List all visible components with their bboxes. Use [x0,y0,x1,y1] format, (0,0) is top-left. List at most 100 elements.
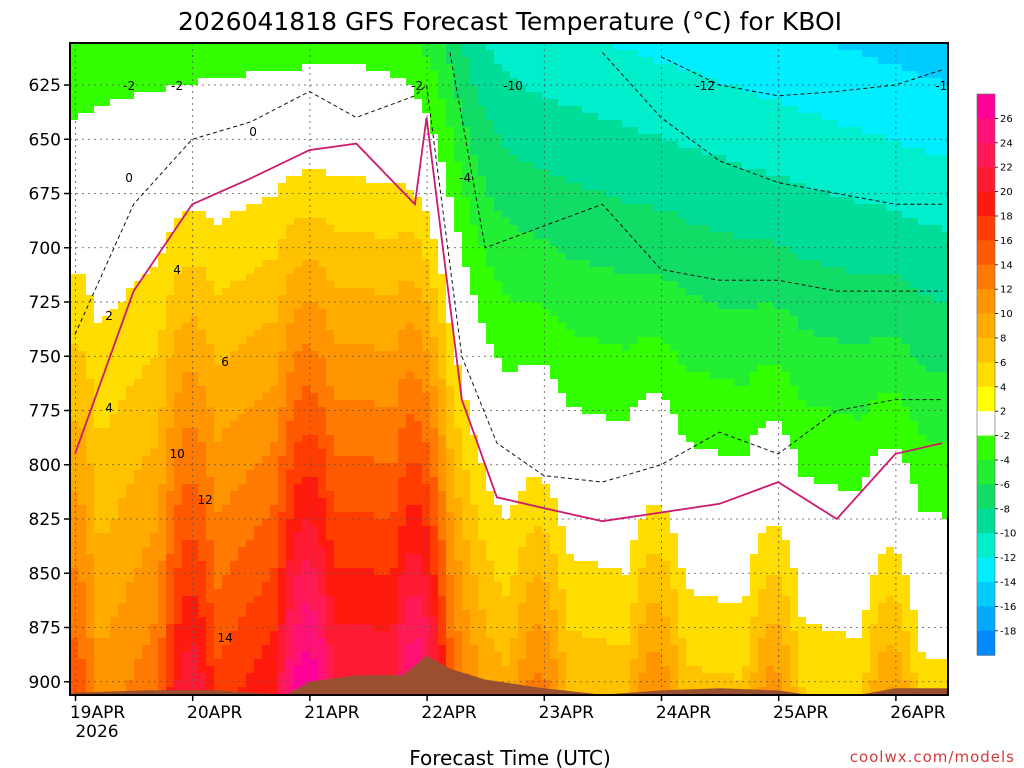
field-cell [382,113,391,121]
field-cell [478,281,487,289]
field-cell [334,57,343,65]
field-cell [270,176,279,184]
field-cell [294,400,303,408]
field-cell [286,442,295,450]
field-cell [422,575,431,583]
field-cell [486,393,495,401]
field-cell [302,274,311,282]
field-cell [350,183,359,191]
field-cell [486,295,495,303]
field-cell [134,225,143,233]
field-cell [70,498,79,506]
field-cell [102,484,111,492]
field-cell [134,631,143,639]
field-cell [150,85,159,93]
field-cell [430,211,439,219]
field-cell [446,211,455,219]
field-cell [358,610,367,618]
field-cell [486,43,495,51]
field-cell [470,323,479,331]
field-cell [398,547,407,555]
field-cell [214,197,223,205]
field-cell [310,379,319,387]
field-cell [286,610,295,618]
field-cell [270,386,279,394]
field-cell [150,64,159,72]
field-cell [350,211,359,219]
field-cell [398,316,407,324]
field-cell [414,246,423,254]
field-cell [238,575,247,583]
field-cell [78,456,87,464]
field-cell [310,666,319,674]
field-cell [358,652,367,660]
field-cell [182,57,191,65]
field-cell [286,92,295,100]
field-cell [214,477,223,485]
field-cell [118,456,127,464]
field-cell [158,141,167,149]
field-cell [182,645,191,653]
field-cell [238,561,247,569]
field-cell [262,141,271,149]
field-cell [374,386,383,394]
field-cell [142,449,151,457]
field-cell [318,659,327,667]
field-cell [270,554,279,562]
field-cell [142,386,151,394]
field-cell [222,358,231,366]
field-cell [462,379,471,387]
field-cell [350,582,359,590]
field-cell [470,386,479,394]
field-cell [78,484,87,492]
field-cell [366,85,375,93]
field-cell [462,561,471,569]
field-cell [238,582,247,590]
field-cell [334,365,343,373]
field-cell [262,498,271,506]
field-cell [390,652,399,660]
field-cell [374,547,383,555]
field-cell [470,519,479,527]
field-cell [94,533,103,541]
field-cell [414,631,423,639]
field-cell [382,358,391,366]
field-cell [142,92,151,100]
field-cell [438,568,447,576]
field-cell [102,540,111,548]
field-cell [470,589,479,597]
field-cell [222,43,231,51]
field-cell [294,645,303,653]
field-cell [454,379,463,387]
field-cell [470,463,479,471]
field-cell [238,631,247,639]
field-cell [438,85,447,93]
field-cell [126,253,135,261]
field-cell [326,673,335,681]
field-cell [166,617,175,625]
field-cell [478,127,487,135]
field-cell [278,526,287,534]
field-cell [150,295,159,303]
field-cell [254,344,263,352]
field-cell [310,239,319,247]
field-cell [278,106,287,114]
field-cell [374,246,383,254]
field-cell [414,575,423,583]
field-cell [222,421,231,429]
field-cell [310,232,319,240]
field-cell [422,113,431,121]
field-cell [470,442,479,450]
field-cell [334,106,343,114]
field-cell [86,673,95,681]
field-cell [486,491,495,499]
field-cell [86,134,95,142]
field-cell [142,99,151,107]
field-cell [150,645,159,653]
field-cell [422,617,431,625]
field-cell [462,316,471,324]
field-cell [278,638,287,646]
field-cell [358,295,367,303]
field-cell [318,106,327,114]
field-cell [286,505,295,513]
